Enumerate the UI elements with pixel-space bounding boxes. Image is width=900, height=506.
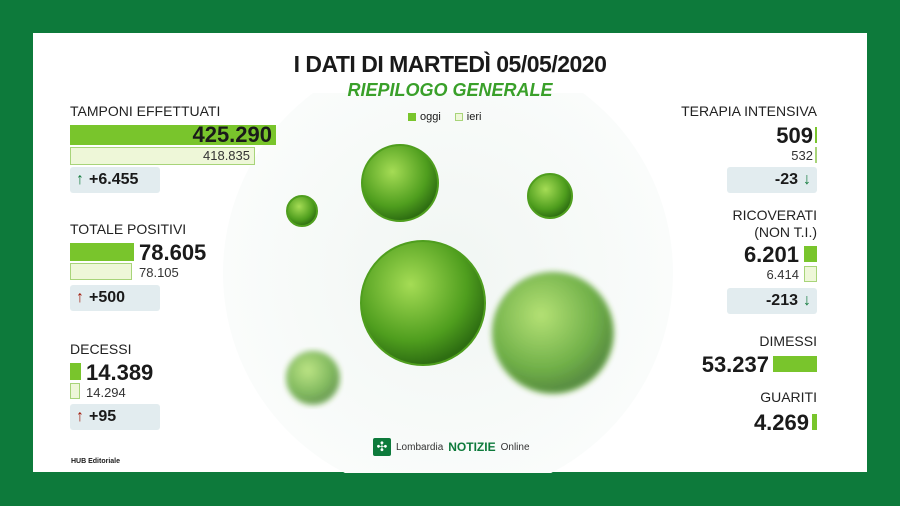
positivi-label: TOTALE POSITIVI <box>70 221 187 237</box>
ti-delta: -23 ↓ <box>727 167 817 193</box>
ti-yesterday-bar <box>815 147 817 163</box>
arrow-down-icon: ↓ <box>803 171 811 188</box>
legend-today: oggi <box>408 111 441 123</box>
infographic-panel: I DATI DI MARTEDÌ 05/05/2020 RIEPILOGO G… <box>33 33 867 473</box>
decessi-yesterday-bar <box>70 383 80 399</box>
tamponi-yesterday: 418.835 <box>70 147 255 165</box>
tamponi-delta: ↑ +6.455 <box>70 167 160 193</box>
positivi-yesterday: 78.105 <box>139 265 179 280</box>
decessi-yesterday: 14.294 <box>86 385 126 400</box>
footer-credit: HUB Editoriale <box>71 458 121 465</box>
ricoverati-delta: -213 ↓ <box>727 288 817 314</box>
legend: oggi ieri <box>408 111 481 123</box>
ti-yesterday: 532 <box>791 148 813 163</box>
ricoverati-today: 6.201 <box>743 242 799 267</box>
ti-label: TERAPIA INTENSIVA <box>681 103 817 119</box>
decessi-delta: ↑ +95 <box>70 404 160 430</box>
logo-icon: ✣ <box>373 438 391 456</box>
ricoverati-yesterday: 6.414 <box>766 267 799 282</box>
dimessi-bar <box>773 356 817 372</box>
ricoverati-label: RICOVERATI <box>732 207 817 223</box>
ricoverati-label2: (NON T.I.) <box>754 224 817 240</box>
positivi-today-bar <box>70 243 134 261</box>
dimessi-label: DIMESSI <box>759 333 817 349</box>
ricoverati-yesterday-bar <box>804 266 817 282</box>
positivi-delta: ↑ +500 <box>70 285 160 311</box>
positivi-yesterday-bar <box>70 263 132 280</box>
decessi-label: DECESSI <box>70 341 132 357</box>
dimessi-today: 53.237 <box>701 352 769 377</box>
arrow-down-icon: ↓ <box>803 292 811 309</box>
brand-logo: ✣ Lombardia NOTIZIE Online <box>373 438 530 456</box>
page-subtitle: RIEPILOGO GENERALE <box>347 80 553 100</box>
tamponi-label: TAMPONI EFFETTUATI <box>70 103 221 119</box>
arrow-up-icon: ↑ <box>76 408 84 425</box>
arrow-up-icon: ↑ <box>76 289 84 306</box>
decessi-today-bar <box>70 363 81 380</box>
positivi-today: 78.605 <box>139 240 207 265</box>
ricoverati-today-bar <box>804 246 817 262</box>
page-title: I DATI DI MARTEDÌ 05/05/2020 <box>293 51 607 77</box>
ti-today-bar <box>815 127 817 143</box>
guariti-today: 4.269 <box>753 410 809 435</box>
guariti-bar <box>812 414 817 430</box>
arrow-up-icon: ↑ <box>76 171 84 188</box>
guariti-label: GUARITI <box>760 389 817 405</box>
virus-illustration <box>223 93 673 473</box>
decessi-today: 14.389 <box>86 360 154 385</box>
ti-today: 509 <box>776 123 813 148</box>
legend-yesterday: ieri <box>454 111 481 123</box>
tamponi-today: 425.290 <box>70 124 276 146</box>
